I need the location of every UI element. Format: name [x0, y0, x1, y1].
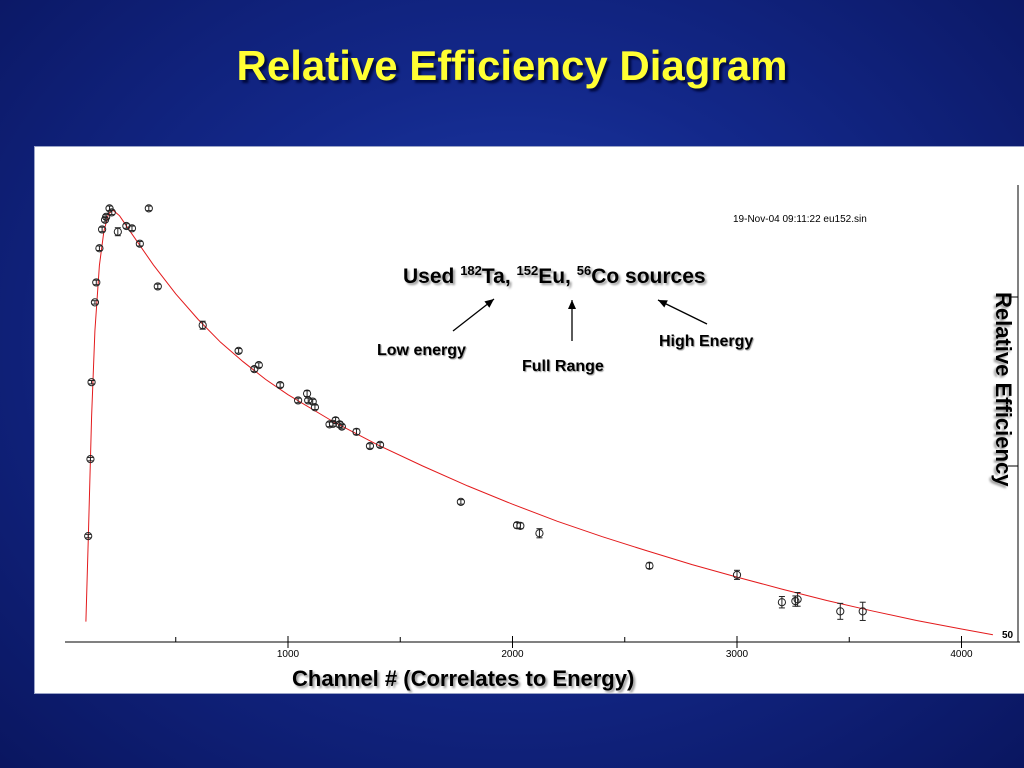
data-point — [113, 227, 122, 236]
data-point — [90, 298, 100, 307]
high-energy-arrow-head — [658, 300, 668, 308]
data-point — [732, 570, 742, 579]
data-point — [234, 346, 243, 355]
data-point — [105, 204, 114, 213]
data-point — [365, 441, 375, 451]
data-point — [84, 532, 93, 541]
x-tick-label: 2000 — [501, 649, 524, 660]
isotope-symbol-co: Co sources — [591, 265, 706, 288]
data-point — [127, 224, 137, 233]
data-point — [153, 282, 162, 291]
data-point — [294, 396, 303, 405]
data-point — [254, 361, 263, 370]
data-point — [92, 278, 101, 287]
data-point — [310, 403, 320, 412]
data-point — [645, 561, 654, 570]
isotope-mass-co: 56 — [576, 263, 592, 278]
data-point — [198, 321, 207, 330]
chart-panel — [34, 146, 1024, 694]
x-tick-label: 3000 — [726, 649, 749, 660]
data-point — [456, 497, 465, 506]
y-tick-label: 50 — [1002, 630, 1014, 641]
data-point — [337, 422, 346, 431]
data-point — [276, 380, 285, 390]
data-point — [102, 212, 111, 221]
data-point — [352, 427, 361, 436]
full-range-label: Full Range — [522, 358, 604, 375]
y-axis-label: Relative Efficiency — [991, 292, 1016, 487]
data-point — [98, 225, 107, 234]
data-point — [836, 607, 845, 616]
x-axis-label: Channel # (Correlates to Energy) — [292, 666, 635, 691]
data-point — [516, 521, 525, 530]
low-energy-label: Low energy — [377, 342, 466, 359]
full-range-arrow-head — [568, 300, 576, 309]
high-energy-label: High Energy — [659, 333, 754, 350]
isotope-symbol-eu: Eu, — [538, 265, 577, 288]
isotope-mass-ta: 182 — [460, 263, 482, 278]
x-tick-label: 1000 — [277, 649, 300, 660]
high-energy-arrow — [657, 299, 708, 325]
data-point — [304, 396, 313, 405]
low-energy-arrow-head — [484, 299, 494, 308]
fit-curve — [85, 209, 993, 636]
data-point — [535, 529, 544, 538]
data-point — [777, 598, 787, 607]
data-point — [95, 244, 104, 253]
data-point — [107, 208, 116, 217]
isotope-mass-eu: 152 — [516, 263, 539, 278]
data-point — [858, 607, 867, 616]
data-point — [375, 440, 385, 449]
data-point — [87, 378, 96, 387]
data-point — [135, 239, 144, 248]
data-point — [144, 204, 153, 213]
slide-title: Relative Efficiency Diagram — [236, 42, 788, 89]
sources-prefix: Used — [403, 265, 461, 288]
data-point — [793, 595, 802, 604]
data-point — [791, 596, 800, 606]
isotope-symbol-ta: Ta, — [481, 265, 517, 288]
sources-annotation: Used 182Ta, 152Eu, 56Co sources — [403, 263, 706, 289]
timestamp-label: 19-Nov-04 09:11:22 eu152.sin — [733, 214, 867, 225]
x-tick-label: 4000 — [950, 649, 973, 660]
data-point — [86, 455, 95, 464]
